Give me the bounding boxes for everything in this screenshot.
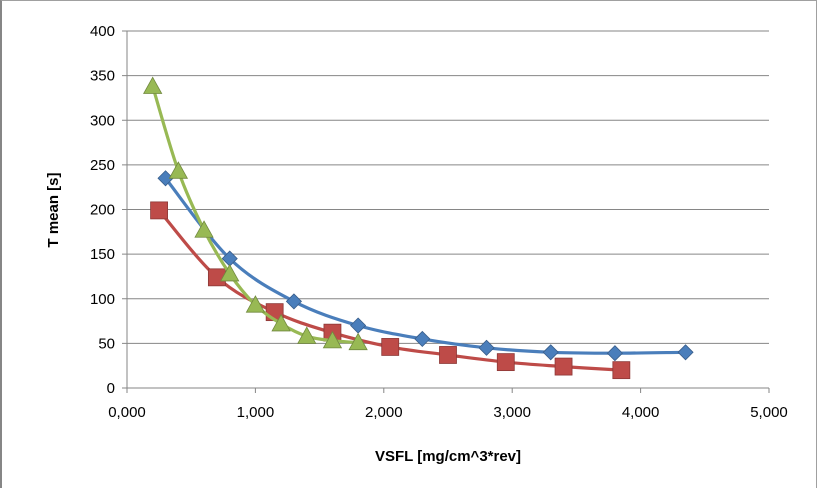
y-tick-label: 100 [90, 291, 115, 308]
data-point-triangle [168, 161, 189, 179]
data-point-diamond [606, 345, 623, 362]
data-point-triangle [194, 220, 214, 238]
data-point-diamond [350, 317, 367, 334]
x-tick-label: 0,000 [108, 404, 146, 421]
axes [122, 30, 770, 393]
x-tick-label: 2,000 [365, 404, 403, 421]
grid-lines [127, 30, 769, 344]
y-tick-label: 250 [90, 157, 115, 174]
data-point-square [612, 361, 631, 380]
data-point-square [554, 357, 573, 376]
y-tick-label: 150 [90, 246, 115, 263]
data-point-triangle [143, 76, 163, 94]
data-point-square [381, 338, 400, 356]
x-tick-label: 3,000 [493, 404, 531, 421]
x-axis-title: VSFL [mg/cm^3*rev] [375, 448, 521, 465]
data-point-square [150, 201, 169, 220]
data-point-diamond [285, 293, 302, 310]
y-tick-labels: 0 50 100 150 200 250 300 350 400 [90, 23, 115, 397]
y-tick-label: 200 [90, 202, 115, 219]
data-point-square [439, 346, 457, 364]
data-point-triangle [245, 295, 266, 313]
data-point-diamond [542, 344, 559, 361]
series-3 [143, 76, 368, 351]
x-tick-label: 1,000 [237, 404, 275, 421]
data-point-diamond [414, 330, 431, 347]
x-tick-label: 4,000 [622, 404, 660, 421]
series-line [163, 176, 688, 355]
data-point-diamond [677, 344, 694, 361]
y-tick-label: 300 [90, 112, 115, 129]
y-tick-label: 50 [98, 335, 115, 352]
data-point-triangle [322, 330, 343, 349]
data-point-triangle [220, 263, 240, 282]
data-point-triangle [297, 326, 317, 344]
data-point-triangle [271, 313, 291, 332]
y-tick-label: 0 [107, 380, 115, 397]
data-point-square [496, 353, 515, 372]
y-tick-label: 350 [90, 68, 115, 85]
data-point-triangle [348, 332, 368, 351]
data-point-diamond [478, 339, 495, 356]
series-2 [150, 201, 631, 380]
series-group [143, 76, 694, 380]
y-axis-title: T mean [s] [45, 172, 62, 247]
series-1 [157, 170, 694, 362]
x-tick-label: 5,000 [750, 404, 788, 421]
y-tick-label: 400 [90, 23, 115, 40]
x-tick-labels: 0,000 1,000 2,000 3,000 4,000 5,000 [108, 404, 788, 421]
